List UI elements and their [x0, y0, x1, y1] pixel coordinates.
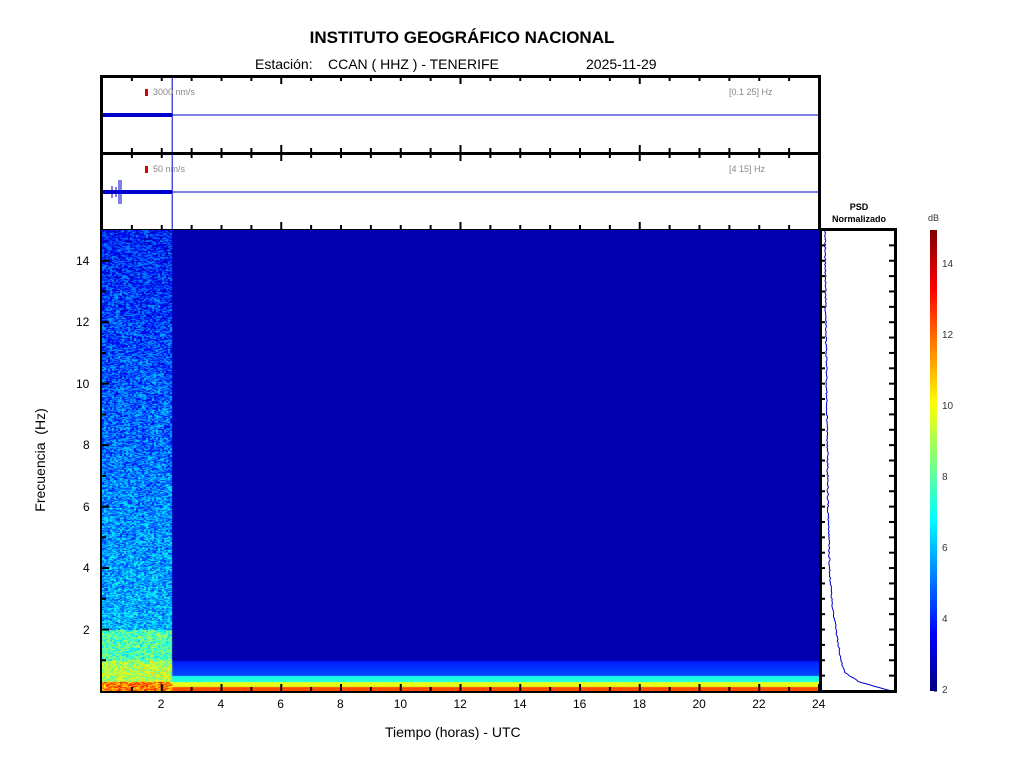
x-tick-label: 8: [337, 697, 344, 711]
colorbar-tick-label: 2: [942, 685, 948, 696]
x-tick-label: 18: [633, 697, 646, 711]
x-tick-label: 22: [752, 697, 765, 711]
y-tick-label: 4: [83, 561, 90, 575]
y-tick-label: 2: [83, 623, 90, 637]
colorbar: [930, 230, 937, 691]
x-tick-label: 24: [812, 697, 825, 711]
x-tick-label: 20: [693, 697, 706, 711]
x-axis-label: Tiempo (horas) - UTC: [385, 724, 521, 740]
colorbar-tick-label: 14: [942, 259, 953, 270]
y-axis-label: Frecuencia (Hz): [32, 400, 48, 520]
psd-title-2: Normalizado: [821, 214, 897, 224]
y-tick-label: 10: [76, 377, 89, 391]
psd-panel: [819, 228, 897, 693]
x-tick-label: 2: [158, 697, 165, 711]
y-tick-label: 14: [76, 254, 89, 268]
colorbar-tick-label: 4: [942, 614, 948, 625]
x-tick-label: 10: [394, 697, 407, 711]
colorbar-unit: dB: [928, 213, 939, 223]
x-tick-label: 6: [277, 697, 284, 711]
colorbar-tick-label: 6: [942, 543, 948, 554]
colorbar-tick-label: 10: [942, 401, 953, 412]
psd-title-1: PSD: [821, 202, 897, 212]
y-tick-label: 6: [83, 500, 90, 514]
x-tick-label: 12: [454, 697, 467, 711]
y-tick-label: 8: [83, 438, 90, 452]
colorbar-tick-label: 12: [942, 330, 953, 341]
x-tick-label: 16: [573, 697, 586, 711]
colorbar-tick-label: 8: [942, 472, 948, 483]
x-tick-label: 14: [513, 697, 526, 711]
y-tick-label: 12: [76, 315, 89, 329]
x-tick-label: 4: [218, 697, 225, 711]
